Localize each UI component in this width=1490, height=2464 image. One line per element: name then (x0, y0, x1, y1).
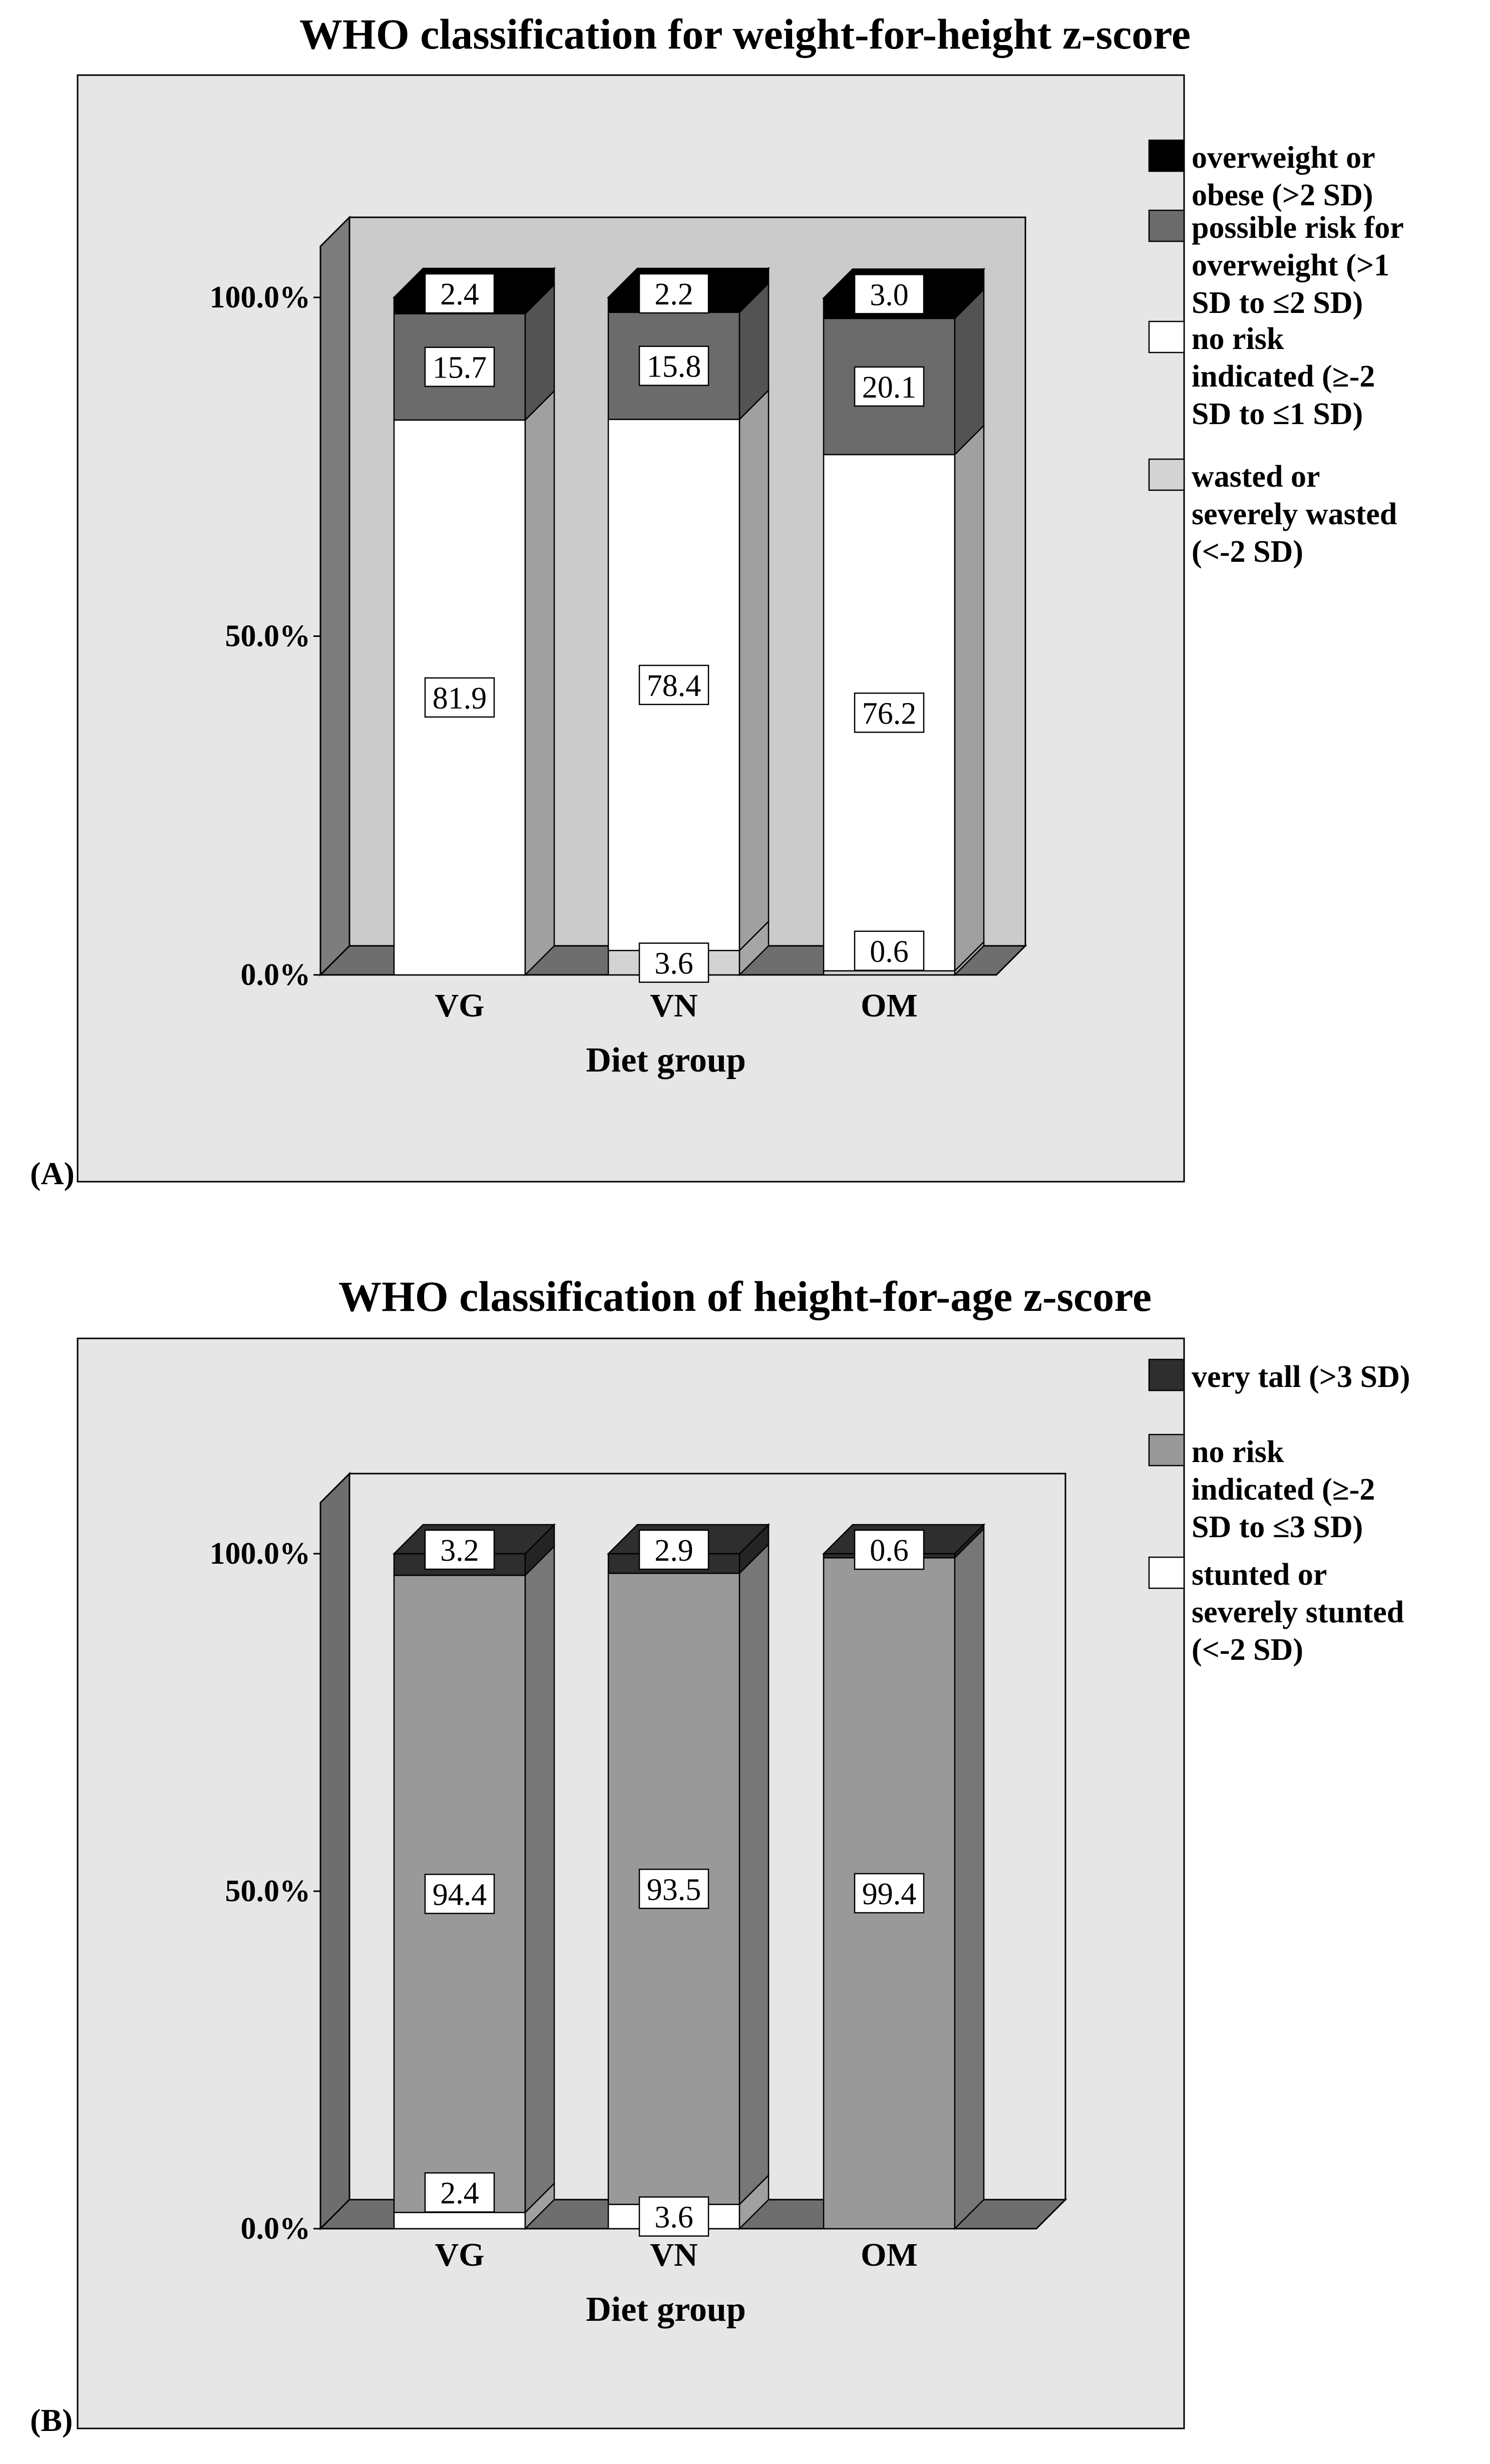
data-label: 94.4 (433, 1878, 487, 1912)
bar-segment-side (524, 1545, 555, 2214)
legend-swatch (1148, 1358, 1185, 1391)
data-label-box (424, 677, 495, 718)
data-label-box (424, 273, 495, 314)
legend-swatch (1148, 1434, 1185, 1467)
data-label: 3.6 (654, 947, 693, 981)
legend-label: SD to ≤3 SD) (1192, 1510, 1363, 1544)
data-label: 3.2 (440, 1534, 479, 1568)
y-tick-label: 100.0% (210, 1537, 311, 1571)
data-label-box (424, 1874, 495, 1914)
plot-side-wall (319, 1472, 350, 2231)
data-label-box (638, 1869, 709, 1909)
legend-label: very tall (>3 SD) (1192, 1360, 1410, 1394)
bar-segment-side (954, 1527, 985, 2231)
legend-label: overweight or (1192, 141, 1375, 175)
legend-label: SD to ≤2 SD) (1192, 286, 1363, 320)
data-label-box (638, 942, 709, 983)
legend-label: no risk (1192, 322, 1284, 356)
bar-segment-side (954, 424, 985, 972)
data-label-box (638, 1529, 709, 1570)
data-label: 3.0 (870, 278, 909, 312)
data-label-box (854, 274, 925, 314)
data-label-box (854, 930, 925, 971)
data-label-box (638, 664, 709, 706)
data-label-box (424, 1529, 495, 1570)
bar-segment-side (738, 1543, 770, 2206)
legend-label: (<-2 SD) (1192, 1633, 1303, 1667)
data-label: 2.4 (440, 2177, 479, 2211)
chart-title: WHO classification of height-for-age z-s… (338, 1272, 1152, 1320)
legend-label: indicated (≥-2 (1192, 1473, 1375, 1507)
x-tick-label: VG (435, 2237, 485, 2273)
data-label: 20.1 (862, 371, 917, 405)
panel-a: WHO classification for weight-for-height… (30, 10, 1404, 1191)
chart-title: WHO classification for weight-for-height… (299, 10, 1191, 58)
data-label-box (638, 273, 709, 314)
data-label-box (854, 1529, 925, 1570)
legend-swatch (1148, 458, 1185, 491)
data-label: 93.5 (647, 1873, 701, 1907)
data-label: 15.7 (433, 351, 487, 385)
data-label: 81.9 (433, 681, 487, 716)
data-label: 78.4 (647, 669, 701, 703)
plot-side-wall (319, 215, 350, 977)
legend-label: severely stunted (1192, 1595, 1404, 1629)
data-label: 99.4 (862, 1877, 917, 1911)
panel-b: WHO classification of height-for-age z-s… (30, 1272, 1410, 2438)
y-tick-label: 100.0% (210, 280, 311, 314)
y-tick-label: 0.0% (241, 958, 311, 992)
x-tick-label: VN (650, 2237, 697, 2273)
legend-label: wasted or (1192, 460, 1320, 494)
data-label-box (638, 345, 709, 386)
x-tick-label: VN (650, 987, 697, 1024)
bar-segment (393, 2212, 526, 2230)
bar-segment-side (738, 389, 770, 952)
y-tick-label: 50.0% (225, 619, 311, 653)
data-label-box (424, 346, 495, 387)
data-label-box (854, 366, 925, 407)
legend-swatch (1148, 320, 1185, 354)
bar-segment-side (524, 389, 555, 977)
legend-label: (<-2 SD) (1192, 535, 1303, 569)
data-label: 0.6 (870, 935, 909, 969)
legend-label: possible risk for (1192, 211, 1404, 245)
y-tick-label: 50.0% (225, 1874, 311, 1908)
data-label-box (638, 2196, 709, 2237)
data-label: 2.9 (654, 1534, 693, 1568)
data-label: 2.2 (654, 277, 693, 311)
y-tick-label: 0.0% (241, 2212, 311, 2246)
legend-swatch (1148, 1556, 1185, 1589)
legend-swatch (1148, 209, 1185, 242)
x-tick-label: OM (861, 2237, 918, 2273)
legend-label: severely wasted (1192, 497, 1397, 531)
legend-swatch (1148, 139, 1185, 172)
panel-label: (B) (30, 2402, 73, 2438)
x-axis-title: Diet group (586, 2290, 746, 2329)
data-label-box (424, 2172, 495, 2213)
data-label-box (854, 692, 925, 733)
data-label-box (854, 1873, 925, 1914)
legend-label: overweight (>1 (1192, 248, 1389, 282)
legend-label: indicated (≥-2 (1192, 360, 1375, 394)
legend-label: stunted or (1192, 1558, 1327, 1592)
data-label: 3.6 (654, 2201, 693, 2235)
data-label: 0.6 (870, 1534, 909, 1568)
legend-label: obese (>2 SD) (1192, 178, 1373, 212)
panel-label: (A) (30, 1156, 75, 1191)
data-label: 15.8 (647, 350, 701, 384)
x-tick-label: OM (861, 987, 918, 1024)
x-axis-title: Diet group (586, 1041, 746, 1080)
legend-label: no risk (1192, 1435, 1284, 1469)
data-label: 76.2 (862, 696, 917, 731)
data-label: 2.4 (440, 277, 479, 311)
legend-label: SD to ≤1 SD) (1192, 397, 1363, 431)
x-tick-label: VG (435, 987, 485, 1024)
